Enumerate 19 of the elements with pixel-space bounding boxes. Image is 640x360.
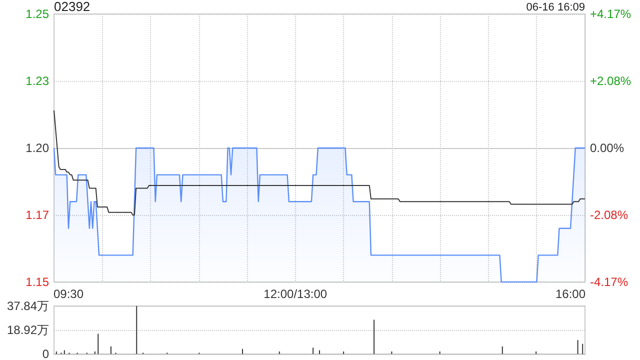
chart-title: 02392 [54,0,90,14]
y-tick-label: 1.23 [26,74,50,88]
y2-tick-label: -4.17% [590,275,628,289]
line-series [54,110,586,216]
y2-tick-label: 0.00% [590,141,624,155]
y-tick-label: 0 [42,347,50,360]
y-tick-label: 37.84万 [6,299,49,313]
y2-tick-label: +4.17% [590,7,632,21]
y2-tick-label: +2.08% [590,74,632,88]
y-tick-label: 18.92万 [6,323,49,337]
x-tick-label: 12:00/13:00 [264,287,328,301]
text: 06-16 16:09 [526,2,585,14]
y2-tick-label: -2.08% [590,208,628,222]
y-tick-label: 1.17 [26,208,50,222]
y-tick-label: 1.25 [26,7,50,21]
y-tick-label: 1.15 [26,275,50,289]
y-tick-label: 1.20 [26,141,50,155]
x-tick-label: 09:30 [53,287,84,301]
x-tick-label: 16:00 [556,287,586,301]
